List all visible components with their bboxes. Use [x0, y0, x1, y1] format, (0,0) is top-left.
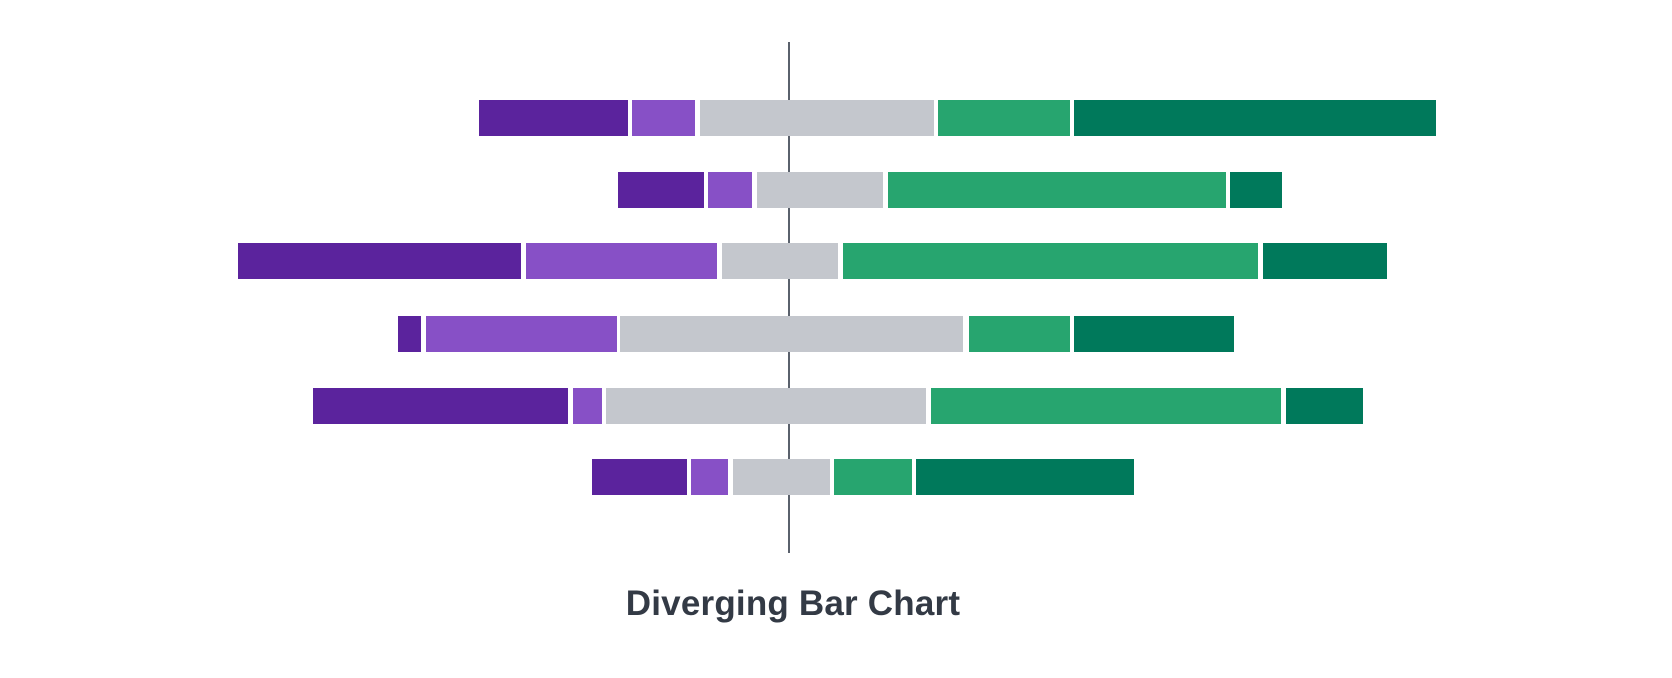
bar-segment-negative-strong [618, 172, 704, 208]
bar-segment-negative [573, 388, 602, 424]
bar-segment-negative [632, 100, 695, 136]
bar-segment-neutral [620, 316, 963, 352]
bar-segment-positive-strong [1286, 388, 1363, 424]
bar-row-4 [0, 316, 1672, 352]
bar-row-5 [0, 388, 1672, 424]
bar-row-2 [0, 172, 1672, 208]
bar-segment-positive-strong [1230, 172, 1282, 208]
bar-segment-negative-strong [398, 316, 421, 352]
bar-segment-positive-strong [1074, 100, 1436, 136]
bar-segment-negative [708, 172, 752, 208]
bar-segment-positive [938, 100, 1070, 136]
bar-row-3 [0, 243, 1672, 279]
bar-segment-neutral [757, 172, 883, 208]
bar-segment-positive [969, 316, 1070, 352]
bar-segment-positive [843, 243, 1258, 279]
bar-segment-negative-strong [592, 459, 687, 495]
chart-title: Diverging Bar Chart [625, 584, 961, 623]
bar-segment-neutral [700, 100, 934, 136]
bar-segment-negative [691, 459, 728, 495]
bar-segment-negative-strong [479, 100, 628, 136]
bar-segment-positive-strong [916, 459, 1134, 495]
bar-segment-neutral [606, 388, 926, 424]
bar-segment-neutral [722, 243, 838, 279]
bar-segment-positive-strong [1263, 243, 1387, 279]
bar-segment-negative-strong [238, 243, 521, 279]
bar-segment-positive-strong [1074, 316, 1234, 352]
bar-segment-negative [526, 243, 717, 279]
bar-segment-neutral [733, 459, 830, 495]
bar-row-1 [0, 100, 1672, 136]
chart-center-axis-line [787, 42, 790, 553]
bar-segment-positive [931, 388, 1281, 424]
bar-segment-positive [888, 172, 1226, 208]
bar-segment-positive [834, 459, 912, 495]
bar-segment-negative [426, 316, 617, 352]
bar-segment-negative-strong [313, 388, 568, 424]
bar-row-6 [0, 459, 1672, 495]
